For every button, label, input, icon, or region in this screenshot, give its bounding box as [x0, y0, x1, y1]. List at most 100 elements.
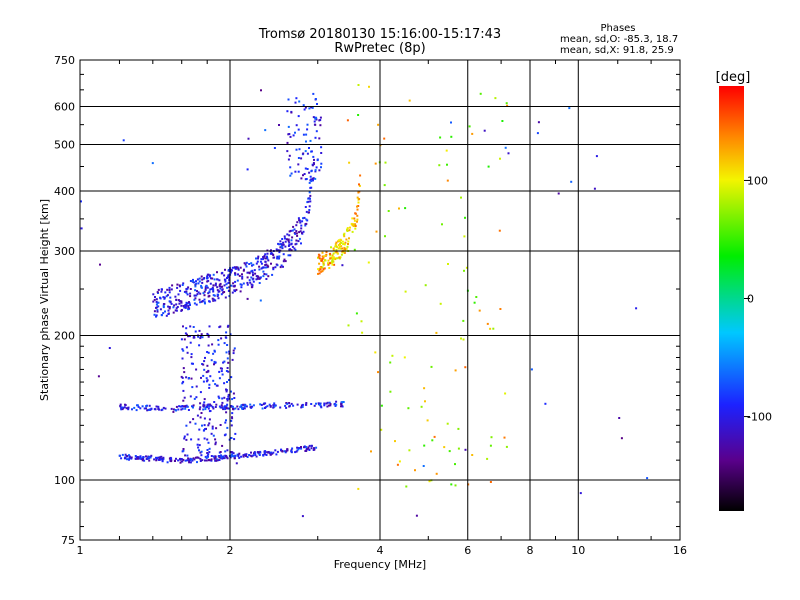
trace-point [178, 284, 181, 287]
trace-point [246, 281, 249, 284]
sparse-point [439, 136, 442, 139]
column-point [186, 351, 189, 354]
trace-point [123, 406, 126, 409]
trace-point [346, 228, 348, 231]
trace-point [249, 403, 252, 406]
column-point [221, 397, 224, 400]
trace-point [315, 402, 317, 405]
spread-point [304, 150, 307, 153]
trace-point [341, 405, 344, 408]
sparse-point [447, 263, 449, 265]
trace-point [342, 401, 345, 403]
trace-point [118, 454, 121, 457]
spread-point [306, 123, 309, 126]
spread-point [295, 124, 298, 127]
trace-point [120, 457, 123, 460]
sparse-point [384, 235, 386, 238]
trace-point [182, 458, 185, 461]
trace-point [164, 310, 166, 313]
trace-point [326, 405, 329, 408]
spread-point [314, 117, 317, 120]
trace-point [233, 457, 236, 460]
trace-point [296, 221, 299, 224]
trace-point [178, 302, 181, 305]
column-point [208, 325, 211, 328]
trace-point [143, 407, 146, 410]
trace-point [192, 404, 195, 407]
trace-point [203, 404, 206, 407]
trace-point [287, 254, 290, 257]
column-point [182, 349, 185, 352]
trace-point [291, 447, 294, 450]
trace-point [158, 408, 160, 411]
colorbar-gradient [719, 86, 744, 511]
column-point [230, 376, 233, 379]
trace-point [240, 406, 243, 409]
trace-point [290, 450, 293, 452]
column-point [207, 424, 210, 427]
sparse-point [506, 104, 509, 107]
trace-point [208, 290, 211, 293]
column-point [183, 435, 186, 438]
trace-point [204, 408, 207, 411]
trace-point [290, 249, 293, 252]
sparse-point [387, 210, 390, 212]
column-point [223, 360, 226, 363]
trace-point [294, 451, 297, 454]
spread-point [314, 170, 317, 173]
trace-point [169, 296, 172, 299]
spread-point [297, 163, 300, 166]
sparse-point [259, 299, 262, 302]
column-point [200, 412, 203, 414]
trace-point [269, 453, 272, 456]
trace-point [209, 403, 211, 406]
trace-point [253, 452, 255, 455]
trace-point [207, 458, 210, 461]
trace-point [196, 278, 199, 281]
trace-point [273, 405, 276, 408]
trace-point [265, 454, 268, 456]
column-point [228, 352, 231, 355]
column-point [206, 351, 209, 353]
trace-point [156, 310, 159, 313]
spread-point [302, 152, 305, 155]
trace-point [257, 452, 260, 455]
trace-point [322, 261, 325, 264]
spread-point [309, 139, 312, 142]
trace-point [296, 234, 299, 237]
column-point [181, 348, 184, 351]
column-point [203, 368, 206, 371]
trace-point [189, 288, 192, 290]
trace-point [354, 225, 357, 227]
column-point [194, 330, 197, 333]
trace-point [208, 300, 211, 303]
sparse-point [346, 119, 349, 122]
trace-point [300, 224, 303, 227]
sparse-point [246, 297, 249, 300]
trace-point [257, 255, 260, 258]
trace-point [122, 407, 125, 410]
trace-point [289, 254, 292, 257]
trace-point [264, 264, 267, 266]
trace-point [137, 456, 140, 459]
column-point [188, 335, 191, 338]
column-point [226, 344, 229, 346]
trace-point [203, 294, 206, 297]
trace-point [237, 267, 240, 270]
sparse-point [595, 155, 598, 158]
trace-point [345, 238, 348, 241]
sparse-point [273, 147, 276, 149]
sparse-point [464, 366, 467, 369]
column-point [183, 338, 186, 341]
trace-point [205, 459, 208, 462]
trace-point [162, 458, 165, 461]
trace-point [147, 456, 150, 459]
column-point [180, 338, 183, 341]
trace-point [189, 461, 192, 464]
spread-point [314, 177, 317, 180]
sparse-point [99, 263, 101, 266]
trace-point [263, 453, 266, 456]
phases-heading: Phases [600, 23, 636, 34]
trace-point [267, 275, 270, 278]
trace-point [187, 409, 190, 411]
